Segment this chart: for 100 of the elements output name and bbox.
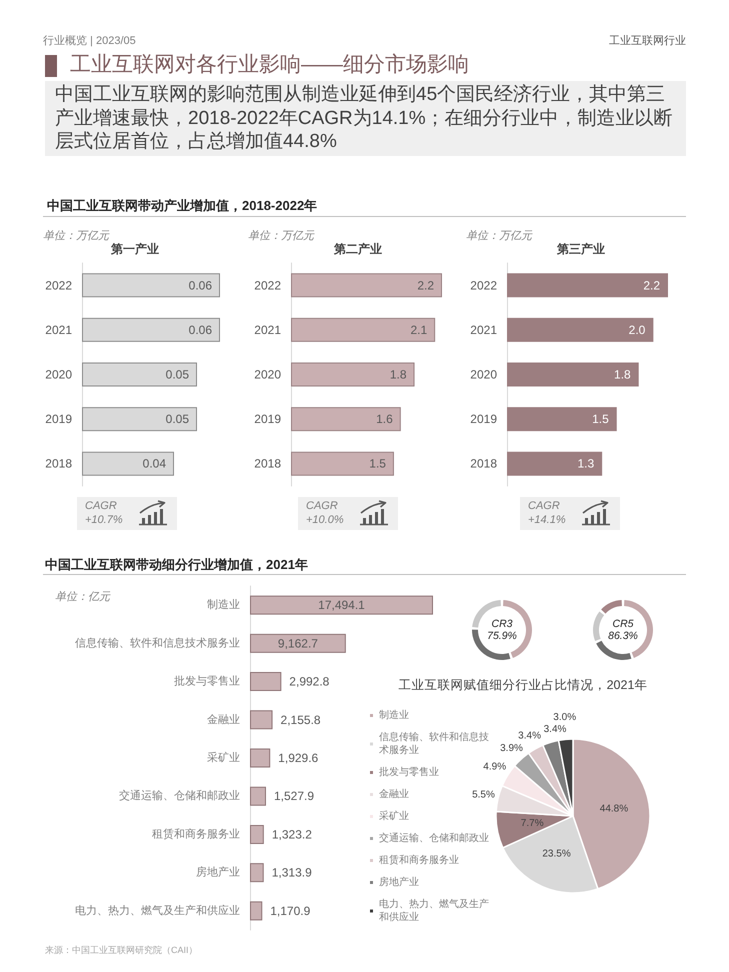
text: CR5: [612, 618, 634, 630]
bar: [250, 901, 262, 920]
y-tick-label: 2019: [254, 412, 282, 426]
data-label: 2,992.8: [289, 674, 330, 689]
chart-title: 工业互联网赋值细分行业占比情况，2021年: [398, 677, 648, 694]
bar: [291, 273, 442, 298]
bar: [507, 452, 602, 476]
data-label: 0.06: [188, 278, 212, 292]
y-tick-label: 2018: [470, 456, 498, 471]
data-label: 4.9%: [483, 762, 506, 773]
data-label: 44.8%: [600, 804, 628, 815]
text: 中国工业互联网的影响范围从制造业延伸到45个国民经济行业，其中第三产业增速最快，2018-2022年CAGR为14.1%；在细分行业中，制造业以断层式位居首位，占总增加值44.8%: [45, 81, 686, 156]
data-label: 1,323.2: [272, 827, 312, 842]
y-tick-label: 2019: [470, 412, 498, 426]
data-label: 1.5: [592, 412, 610, 426]
data-label: 1,313.9: [272, 866, 312, 880]
y-tick-label: 信息传输、软件和信息技术服务业: [75, 636, 240, 650]
y-tick-label: 批发与零售业: [174, 674, 240, 688]
data-label: 1,929.6: [278, 751, 319, 765]
bar: [250, 672, 282, 692]
y-tick-label: 电力、热力、燃气及生产和供应业: [75, 904, 240, 917]
callout-box: CAGR +14.1%: [520, 497, 620, 530]
legend-label: 金融业: [379, 788, 409, 800]
data-label: 1.6: [376, 412, 394, 426]
bar: [291, 407, 401, 432]
data-label: 2.2: [643, 278, 660, 292]
y-tick-label: 2019: [45, 412, 72, 426]
bar: [250, 710, 273, 730]
data-label: 1,170.9: [270, 904, 311, 918]
y-tick-label: 2021: [45, 322, 72, 337]
legend-label: 租赁和商务服务业: [379, 854, 459, 866]
y-tick-label: 2018: [254, 456, 282, 471]
data-label: 1.3: [577, 456, 594, 471]
data-label: 17,494.1: [318, 598, 366, 612]
y-tick-label: 房地产业: [196, 866, 240, 879]
data-label: 3.4%: [518, 730, 542, 742]
chart-title: 第一产业: [111, 241, 159, 258]
data-label: 2.1: [410, 322, 428, 337]
y-tick-label: 2021: [470, 322, 498, 337]
y-tick-label: 2021: [254, 322, 282, 337]
data-label: 23.5%: [542, 848, 571, 860]
data-label: 2.0: [628, 322, 646, 337]
legend-label: 采矿业: [379, 810, 409, 822]
text: 行业概览 | 2023/05: [43, 34, 136, 48]
text: 单位：万亿元: [248, 229, 314, 243]
data-label: 1.8: [390, 368, 407, 382]
data-label: 2.2: [417, 278, 434, 292]
text: 单位：万亿元: [466, 229, 532, 243]
legend-label: 制造业: [379, 709, 409, 721]
source-note: 来源：中国工业互联网研究院（CAII）: [45, 944, 198, 957]
data-label: 1.5: [369, 456, 386, 471]
chart-title: 第三产业: [557, 241, 605, 258]
data-label: 2,155.8: [280, 712, 321, 727]
bar: [507, 273, 668, 298]
data-label: 0.06: [188, 322, 212, 337]
y-tick-label: 制造业: [207, 598, 240, 612]
y-tick-label: 金融业: [207, 712, 240, 726]
text: 单位：亿元: [55, 590, 110, 604]
data-label: 3.0%: [553, 712, 576, 723]
text: 单位：万亿元: [43, 229, 109, 243]
bar: [291, 362, 415, 386]
text: 中国工业互联网带动产业增加值，2018-2022年: [47, 197, 318, 215]
data-label: 3.4%: [544, 724, 567, 735]
bar: [507, 318, 654, 342]
legend-label: 房地产业: [379, 876, 419, 888]
y-tick-label: 2018: [45, 456, 72, 471]
bar: [291, 452, 394, 476]
chart-title: 中国工业互联网带动细分行业增加值，2021年: [45, 556, 308, 574]
y-tick-label: 2022: [470, 278, 498, 292]
callout-box: CAGR +10.7%: [77, 497, 177, 530]
data-label: 0.05: [166, 412, 190, 426]
bar: [291, 318, 436, 342]
bar: [250, 824, 264, 844]
data-label: 0.05: [166, 368, 190, 382]
y-tick-label: 2020: [254, 368, 282, 382]
y-tick-label: 租赁和商务服务业: [152, 827, 240, 840]
data-label: 1,527.9: [274, 789, 314, 804]
text: 86.3%: [608, 630, 638, 642]
data-label: 0.04: [142, 456, 166, 471]
bar: [250, 596, 433, 615]
data-label: 7.7%: [520, 818, 544, 830]
text: 75.9%: [487, 630, 517, 642]
data-label: 3.9%: [500, 742, 524, 754]
legend-label: 交通运输、仓储和邮政业: [379, 832, 489, 844]
data-label: 1.8: [614, 368, 632, 382]
bar: [250, 863, 264, 882]
bar: [507, 362, 639, 386]
y-tick-label: 2020: [470, 368, 498, 382]
data-label: 5.5%: [472, 789, 495, 800]
callout-box: CAGR +10.0%: [298, 497, 398, 530]
bar: [250, 634, 346, 653]
legend-label: 批发与零售业: [379, 766, 439, 778]
y-tick-label: 2022: [45, 278, 72, 292]
chart-title: 第二产业: [334, 241, 382, 258]
bar: [250, 786, 266, 806]
text: CR3: [491, 618, 512, 630]
bar: [507, 407, 617, 432]
y-tick-label: 2022: [254, 278, 282, 292]
y-tick-label: 交通运输、仓储和邮政业: [119, 789, 240, 802]
data-label: 9,162.7: [278, 636, 318, 650]
